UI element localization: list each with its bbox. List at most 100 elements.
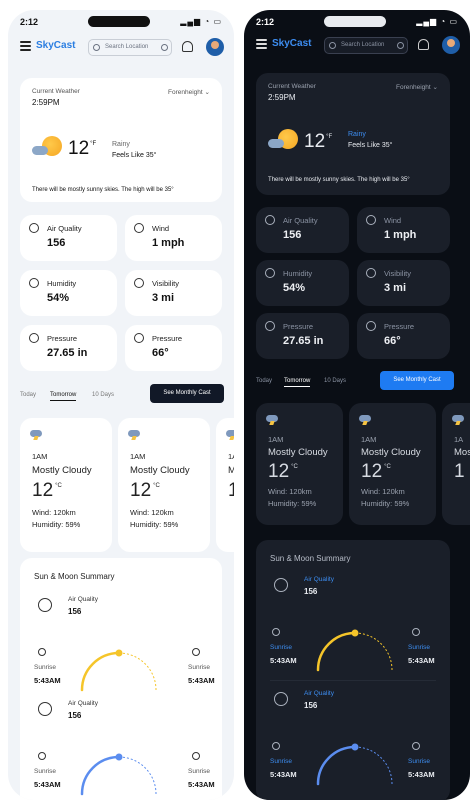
moon-arc-remaining <box>354 746 393 785</box>
forecast-card[interactable]: 1AM Mostly Cloudy 12 °C Wind: 120km Humid… <box>118 418 210 552</box>
stat-card-air-quality[interactable]: Air Quality 156 <box>20 215 117 261</box>
sun-arc-dot <box>351 629 359 637</box>
forecast-humidity: Humidity: 59% <box>268 499 317 508</box>
sun-arc-remaining <box>118 652 157 691</box>
stat-value: 3 mi <box>384 282 407 294</box>
status-time: 2:12 <box>20 17 39 27</box>
current-time: 2:59PM <box>32 98 60 107</box>
tab-10-days[interactable]: 10 Days <box>324 378 347 384</box>
stat-card-pressure-2[interactable]: Pressure 66° <box>357 313 450 359</box>
forecast-card[interactable]: 1A Mostly Cloudy 1 <box>442 403 470 525</box>
sunrise-icon <box>272 628 280 636</box>
search-icon <box>329 42 336 49</box>
sunset-time: 5:43AM <box>408 770 435 779</box>
sun-moon-title: Sun & Moon Summary <box>34 572 115 581</box>
stat-card-humidity[interactable]: Humidity 54% <box>256 260 349 306</box>
tab-tomorrow[interactable]: Tomorrow <box>284 378 311 387</box>
stat-label: Wind <box>384 216 402 225</box>
forecast-wind: Wind: 120km <box>268 487 312 496</box>
sunrise-time: 5:43AM <box>34 676 61 685</box>
search-placeholder: Search Location <box>105 44 149 50</box>
stat-label: Wind <box>152 224 170 233</box>
humidity-icon <box>29 278 39 288</box>
sunset-time: 5:43AM <box>408 656 435 665</box>
app-header: SkyCast Search Location <box>256 36 462 56</box>
tab-10-days[interactable]: 10 Days <box>92 392 115 398</box>
sun-arc-progress <box>316 631 357 672</box>
stat-card-visibility[interactable]: Visibility 3 mi <box>125 270 222 316</box>
stat-value: 1 mph <box>384 229 417 241</box>
forecast-card[interactable]: 1AM Mostly Cloudy 12 °C Wind: 120km Humid… <box>20 418 112 552</box>
see-monthly-cast-button[interactable]: See Monthly Cast <box>380 371 454 390</box>
sunrise-time: 5:43AM <box>270 770 297 779</box>
current-time: 2:59PM <box>268 93 296 102</box>
forecast-temp: 12 °C <box>361 461 391 482</box>
tab-today[interactable]: Today <box>256 378 273 384</box>
forecast-card[interactable]: 1A Mostly Cloudy 1 <box>216 418 234 552</box>
avatar[interactable] <box>206 38 224 56</box>
current-temp: 12°F <box>68 138 97 159</box>
cloud-icon <box>32 146 48 155</box>
stat-value: 3 mi <box>152 292 175 304</box>
sunset-icon <box>192 752 200 760</box>
sun-arc <box>316 629 393 672</box>
tab-today[interactable]: Today <box>20 392 37 398</box>
weather-summary: There will be mostly sunny skies. The hi… <box>32 187 174 193</box>
bell-icon[interactable] <box>182 41 193 52</box>
stat-card-wind[interactable]: Wind 1 mph <box>125 215 222 261</box>
sunset-label: Sunrise <box>408 758 431 765</box>
forecast-humidity: Humidity: 59% <box>361 499 410 508</box>
stat-value: 27.65 in <box>283 335 324 347</box>
unit-dropdown[interactable]: Forenheight ⌄ <box>396 84 438 91</box>
status-time: 2:12 <box>256 17 275 27</box>
air-quality-icon <box>265 215 275 225</box>
air-quality-value: 156 <box>68 607 82 616</box>
sun-moon-block: Air Quality 156 Sunrise 5:43AM Sunrise 5… <box>256 690 450 790</box>
stat-card-pressure-2[interactable]: Pressure 66° <box>125 325 222 371</box>
thunder-cloud-icon <box>452 415 464 425</box>
dynamic-island <box>88 16 150 27</box>
stat-label: Pressure <box>283 322 314 331</box>
brand-logo: SkyCast <box>36 40 76 51</box>
locate-icon[interactable] <box>161 44 168 51</box>
sun-arc-remaining <box>354 632 393 671</box>
status-bar: 2:12 ▂▄▆ ◔ ▭ <box>8 16 234 30</box>
bell-icon[interactable] <box>418 39 429 50</box>
menu-icon[interactable] <box>20 41 31 51</box>
forecast-card[interactable]: 1AM Mostly Cloudy 12 °C Wind: 120km Humid… <box>256 403 343 525</box>
stat-card-visibility[interactable]: Visibility 3 mi <box>357 260 450 306</box>
tab-tomorrow[interactable]: Tomorrow <box>50 392 77 401</box>
stat-card-humidity[interactable]: Humidity 54% <box>20 270 117 316</box>
stat-value: 54% <box>47 292 70 304</box>
locate-icon[interactable] <box>397 42 404 49</box>
stat-label: Visibility <box>152 279 179 288</box>
status-bar: 2:12 ▂▄▆ ◔ ▭ <box>244 16 470 30</box>
see-monthly-cast-button[interactable]: See Monthly Cast <box>150 384 224 403</box>
forecast-card[interactable]: 1AM Mostly Cloudy 12 °C Wind: 120km Humid… <box>349 403 436 525</box>
sun-moon-card: Sun & Moon Summary Air Quality 156 Sunri… <box>20 558 222 800</box>
stat-value: 1 mph <box>152 237 185 249</box>
stat-card-pressure[interactable]: Pressure 27.65 in <box>256 313 349 359</box>
stat-card-wind[interactable]: Wind 1 mph <box>357 207 450 253</box>
air-quality-label: Air Quality <box>68 596 98 603</box>
sunrise-icon <box>38 648 46 656</box>
sun-arc-dot <box>115 649 123 657</box>
forecast-condition: Mostly Cloudy <box>361 447 421 458</box>
stat-card-air-quality[interactable]: Air Quality 156 <box>256 207 349 253</box>
stat-value: 54% <box>283 282 306 294</box>
avatar[interactable] <box>442 36 460 54</box>
sunset-icon <box>412 628 420 636</box>
dynamic-island <box>324 16 386 27</box>
menu-icon[interactable] <box>256 39 267 49</box>
sunrise-label: Sunrise <box>270 758 293 765</box>
search-input[interactable]: Search Location <box>88 39 172 56</box>
thunder-cloud-icon <box>359 415 371 425</box>
forecast-temp: 12 °C <box>130 480 160 501</box>
search-input[interactable]: Search Location <box>324 37 408 54</box>
stat-card-pressure[interactable]: Pressure 27.65 in <box>20 325 117 371</box>
stat-value: 27.65 in <box>47 347 88 359</box>
current-weather-card: Current Weather 2:59PM Forenheight ⌄ 12°… <box>256 73 450 195</box>
forecast-humidity: Humidity: 59% <box>130 520 179 529</box>
eye-icon <box>29 333 39 343</box>
unit-dropdown[interactable]: Forenheight ⌄ <box>168 89 210 96</box>
